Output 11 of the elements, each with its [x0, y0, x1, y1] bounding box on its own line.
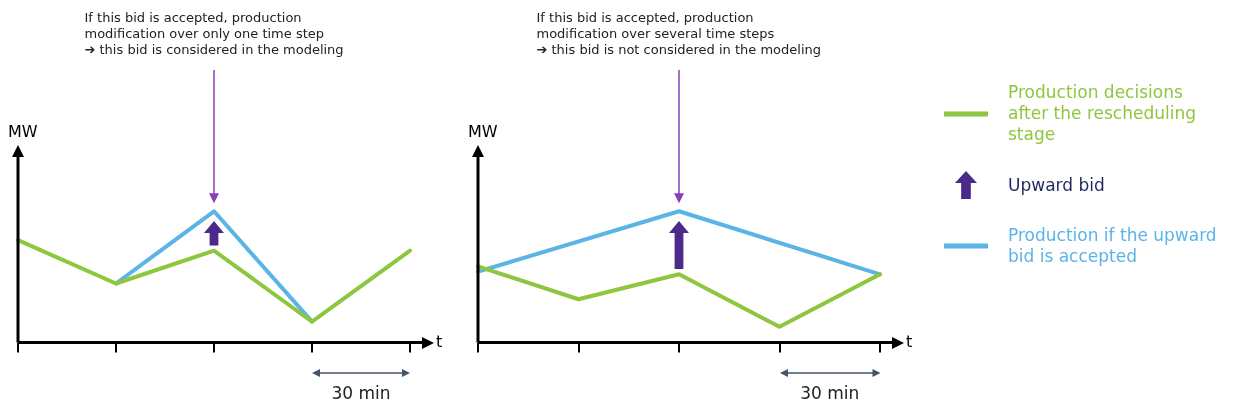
legend-label: Production decisions after the rescheduling stage: [1008, 82, 1197, 145]
text: If this bid is accepted, production modification over several time steps ➔ this bid is not considered in the modeling: [536, 10, 822, 58]
text: 30 min: [800, 382, 860, 403]
text: Upward bid: [1008, 174, 1106, 196]
x-axis-title: t: [906, 331, 913, 351]
y-axis-title: MW: [8, 122, 38, 142]
legend-label: Production if the upward bid is accepted: [1008, 225, 1218, 267]
y-axis-title: MW: [468, 122, 498, 142]
text: If this bid is accepted, production modification over only one time step ➔ this bid is considered in the modeling: [84, 10, 344, 58]
text: 30 min: [331, 382, 391, 403]
x-axis-title: t: [436, 331, 443, 351]
